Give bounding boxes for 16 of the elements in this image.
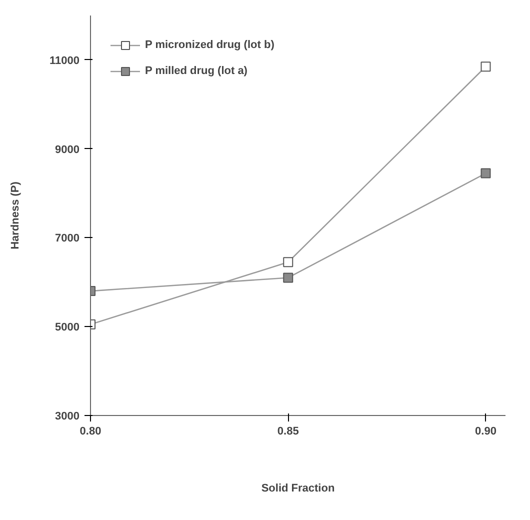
legend-label: P milled drug (lot a) [145, 65, 248, 77]
legend-label: P micronized drug (lot b) [145, 39, 274, 51]
x-axis-title: Solid Fraction [261, 482, 335, 494]
y-tick-label: 7000 [55, 232, 80, 245]
y-axis-title: Hardness (P) [10, 181, 22, 250]
x-tick-label: 0.85 [277, 426, 299, 438]
y-tick-label: 9000 [55, 144, 80, 156]
x-tick-label: 0.80 [80, 426, 102, 438]
point [283, 257, 294, 268]
point [480, 168, 491, 178]
point [480, 62, 491, 72]
point [283, 272, 294, 283]
x-tick-label: 0.90 [475, 426, 496, 438]
y-tick-label: 11000 [50, 54, 80, 67]
y-tick-label: 5000 [55, 322, 80, 334]
y-tick-label: 3000 [55, 410, 80, 422]
